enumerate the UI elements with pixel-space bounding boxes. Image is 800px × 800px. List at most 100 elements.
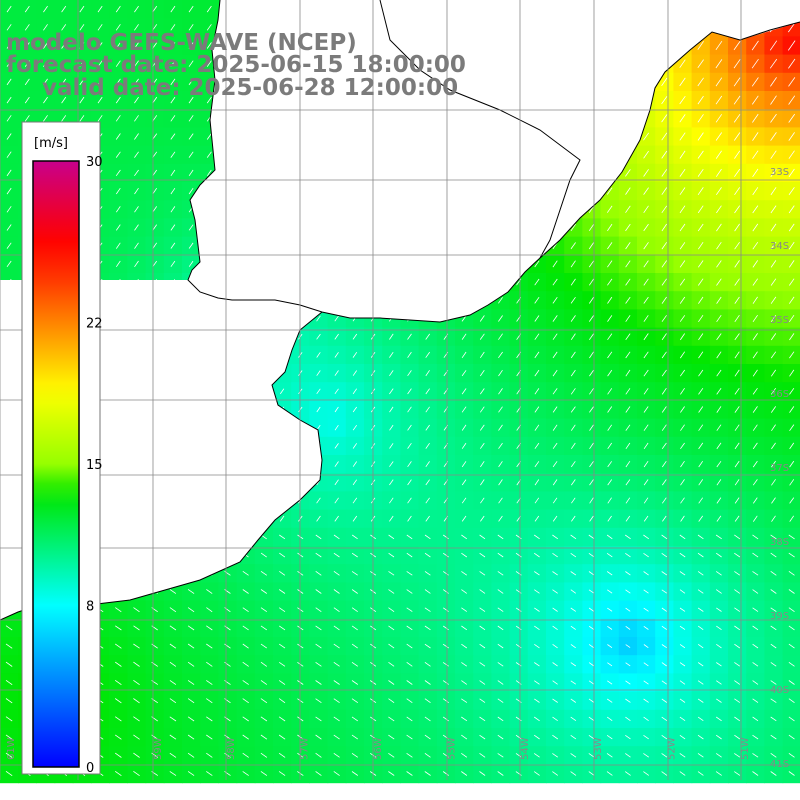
wind-arrow <box>679 242 686 250</box>
wind-arrow <box>770 223 777 232</box>
wind-cell <box>582 309 602 329</box>
wind-arrow <box>733 40 741 51</box>
wind-arrow <box>643 260 649 268</box>
wind-cell <box>637 200 656 219</box>
wind-arrow <box>606 734 613 740</box>
wind-arrow <box>442 752 449 758</box>
wind-cell <box>145 0 165 19</box>
wind-cell <box>382 436 401 456</box>
wind-arrow <box>224 625 231 631</box>
wind-cell <box>618 273 638 292</box>
wind-cell <box>546 455 565 474</box>
wind-cell <box>728 36 747 56</box>
wind-arrow <box>697 59 704 69</box>
wind-arrow <box>607 479 613 486</box>
wind-arrow <box>206 133 212 140</box>
wind-arrow <box>770 369 777 377</box>
wind-arrow <box>588 644 595 649</box>
wind-cell <box>709 72 729 92</box>
wind-arrow <box>533 753 540 758</box>
wind-cell <box>345 400 365 420</box>
wind-cell <box>746 200 765 219</box>
wind-cell <box>691 254 711 274</box>
wind-arrow <box>734 314 740 323</box>
wind-arrow <box>115 5 121 13</box>
wind-arrow <box>698 406 704 413</box>
wind-cell <box>72 36 92 56</box>
wind-arrow <box>115 115 121 122</box>
wind-arrow <box>589 515 594 522</box>
lat-label: 37S <box>770 463 789 474</box>
wind-cell <box>309 509 329 529</box>
wind-arrow <box>770 168 777 178</box>
wind-cell <box>145 145 165 165</box>
wind-arrow <box>461 716 468 722</box>
wind-cell <box>618 327 638 347</box>
wind-arrow <box>442 552 449 558</box>
wind-cell <box>600 436 620 456</box>
wind-arrow <box>625 680 631 685</box>
wind-arrow <box>770 698 777 703</box>
wind-arrow <box>224 643 231 649</box>
wind-cell <box>673 182 693 201</box>
wind-cell <box>145 182 165 201</box>
wind-arrow <box>114 716 122 722</box>
wind-cell <box>455 491 474 511</box>
wind-arrow <box>716 314 722 323</box>
wind-arrow <box>734 187 741 196</box>
wind-cell <box>163 182 183 201</box>
wind-cell <box>673 382 693 401</box>
wind-arrow <box>771 479 776 486</box>
wind-arrow <box>661 607 667 612</box>
wind-arrow <box>752 643 759 649</box>
wind-cell <box>728 309 747 329</box>
wind-arrow <box>588 662 595 667</box>
wind-arrow <box>534 442 540 449</box>
wind-arrow <box>589 388 594 395</box>
wind-arrow <box>406 643 413 649</box>
wind-arrow <box>697 589 704 594</box>
wind-arrow <box>388 534 395 540</box>
wind-cell <box>709 182 729 201</box>
wind-arrow <box>734 497 740 504</box>
wind-arrow <box>115 206 121 213</box>
wind-arrow <box>533 716 540 722</box>
wind-arrow <box>570 223 576 232</box>
wind-arrow <box>715 59 723 69</box>
wind-cell <box>709 364 729 383</box>
wind-cell <box>127 254 147 274</box>
wind-arrow <box>188 60 194 67</box>
wind-arrow <box>407 370 412 377</box>
wind-arrow <box>479 734 486 740</box>
wind-cell <box>491 509 511 529</box>
wind-arrow <box>333 643 340 649</box>
wind-cell <box>655 509 674 529</box>
wind-arrow <box>461 515 467 522</box>
wind-arrow <box>534 479 540 486</box>
wind-arrow <box>187 752 195 758</box>
wind-arrow <box>570 369 576 377</box>
wind-cell <box>673 364 693 383</box>
wind-arrow <box>770 625 777 631</box>
lon-label: 56W <box>373 737 384 760</box>
wind-arrow <box>316 497 321 504</box>
wind-arrow <box>552 662 558 667</box>
wind-arrow <box>734 515 740 522</box>
wind-arrow <box>6 115 12 122</box>
wind-arrow <box>679 150 686 159</box>
wind-arrow <box>115 151 121 158</box>
wind-arrow <box>114 734 122 740</box>
wind-arrow <box>498 497 503 504</box>
wind-arrow <box>787 40 796 51</box>
wind-arrow <box>788 643 795 649</box>
wind-arrow <box>661 680 667 685</box>
wind-cell <box>546 309 565 329</box>
wind-arrow <box>643 625 649 630</box>
wind-cell <box>691 473 711 492</box>
wind-cell <box>764 254 784 274</box>
wind-arrow <box>6 260 12 268</box>
lon-label: 53W <box>593 737 604 760</box>
wind-arrow <box>552 461 558 468</box>
wind-arrow <box>552 442 558 449</box>
wind-cell <box>709 418 729 438</box>
